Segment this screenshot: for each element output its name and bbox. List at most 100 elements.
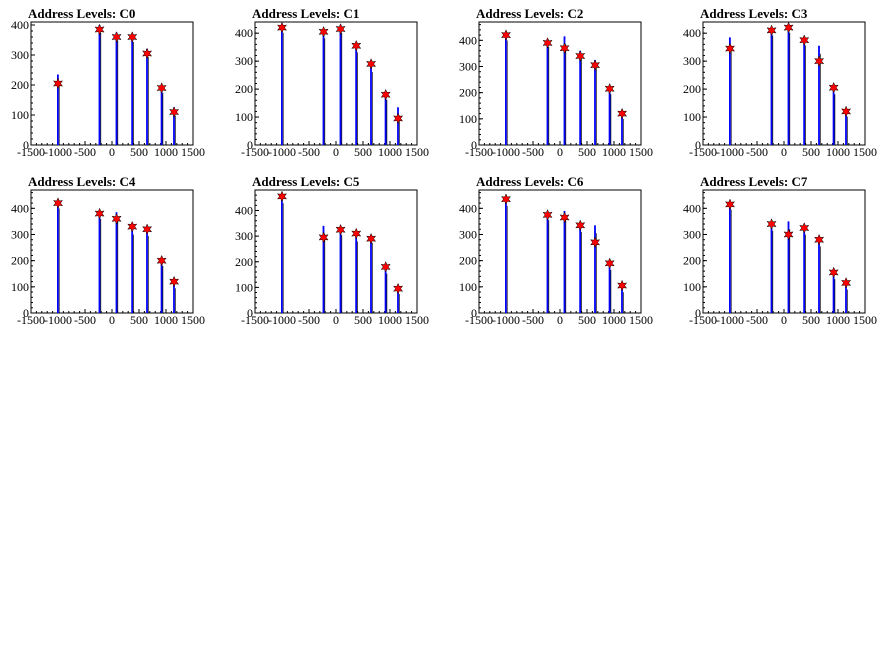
histogram-bar <box>57 200 59 313</box>
chart-panel-2: Address Levels: C2-1500 -1000 -500 0 500 1000… <box>459 6 653 159</box>
peak-marker <box>335 223 346 236</box>
x-tick-label: -500 <box>298 145 320 159</box>
histogram-bar <box>818 45 820 146</box>
histogram-bar <box>546 39 549 146</box>
peak-marker <box>783 228 794 241</box>
peak-marker <box>276 21 288 34</box>
x-tick-label: 500 <box>802 145 820 159</box>
peak-marker <box>276 190 288 203</box>
peak-marker <box>366 232 377 245</box>
peak-marker <box>604 257 615 270</box>
histogram-bar <box>729 201 731 313</box>
histogram-bar <box>563 36 566 145</box>
x-tick-label: 500 <box>802 313 820 327</box>
histogram-bar <box>505 197 507 313</box>
y-tick-label: 400 <box>11 201 29 215</box>
y-tick-label: 300 <box>11 227 29 241</box>
peak-marker <box>590 59 601 72</box>
y-tick-label: 200 <box>235 82 253 96</box>
y-tick-label: 400 <box>11 18 29 32</box>
x-tick-label: 1500 <box>181 145 205 159</box>
peak-marker <box>52 77 64 90</box>
y-tick-label: 300 <box>235 54 253 68</box>
peak-marker <box>542 37 553 49</box>
peak-marker <box>335 23 346 35</box>
peak-marker <box>799 222 810 234</box>
histogram-bar <box>173 107 175 145</box>
x-tick-label: 0 <box>109 145 115 159</box>
plot-frame <box>254 21 418 146</box>
histogram-bar <box>384 265 387 313</box>
y-tick-label: 0 <box>695 138 701 152</box>
x-tick-label: 0 <box>333 145 339 159</box>
x-tick-label: -1500 <box>17 313 45 327</box>
x-tick-label: 1000 <box>826 313 850 327</box>
y-tick-label: 100 <box>11 108 29 122</box>
x-tick-label: -1000 <box>492 145 520 159</box>
peak-marker <box>393 112 404 125</box>
x-tick-label: -1500 <box>465 313 493 327</box>
peak-marker <box>127 220 138 233</box>
x-tick-label: 500 <box>354 145 372 159</box>
peak-marker <box>156 254 167 267</box>
histogram-bar <box>845 108 847 145</box>
x-tick-label: 500 <box>130 145 148 159</box>
y-tick-label: 100 <box>683 280 701 294</box>
x-tick-label: 1500 <box>853 313 877 327</box>
y-tick-label: 100 <box>235 280 253 294</box>
peak-marker <box>604 82 615 95</box>
peak-marker <box>841 105 852 118</box>
x-tick-label: 500 <box>354 313 372 327</box>
x-tick-label: -1000 <box>716 145 744 159</box>
histogram-bar <box>115 32 118 145</box>
histogram-bar <box>384 91 387 145</box>
peak-marker <box>559 211 570 224</box>
y-tick-label: 0 <box>695 306 701 320</box>
x-tick-label: -1000 <box>44 145 72 159</box>
x-tick-label: -500 <box>522 145 544 159</box>
x-tick-label: 1500 <box>181 313 205 327</box>
peak-marker <box>500 193 512 206</box>
plot-frame <box>702 21 866 146</box>
peak-marker <box>575 50 586 62</box>
panel-title: Address Levels: C6 <box>476 174 584 189</box>
x-tick-label: 0 <box>557 145 563 159</box>
peak-marker <box>351 39 362 52</box>
x-tick-label: -1000 <box>268 145 296 159</box>
histogram-bar <box>173 280 175 313</box>
histogram-bar <box>115 212 118 313</box>
x-tick-label: -500 <box>746 313 768 327</box>
y-tick-label: 400 <box>459 201 477 215</box>
peak-marker <box>617 279 628 292</box>
x-tick-label: -1000 <box>44 313 72 327</box>
peak-marker <box>156 82 167 94</box>
x-tick-label: -1500 <box>17 145 45 159</box>
y-tick-label: 200 <box>11 78 29 92</box>
histogram-bar <box>131 226 134 313</box>
histogram-bar <box>770 27 773 146</box>
x-tick-label: 1500 <box>405 145 429 159</box>
chart-panel-6: Address Levels: C6-1500 -1000 -500 0 500 1000… <box>459 174 653 327</box>
y-tick-label: 400 <box>459 33 477 47</box>
peak-marker <box>169 275 180 288</box>
y-tick-label: 300 <box>683 54 701 68</box>
peak-marker <box>575 219 586 232</box>
histogram-bar <box>339 24 342 145</box>
x-tick-label: 0 <box>333 313 339 327</box>
histogram-bar <box>770 222 773 313</box>
x-tick-label: -1000 <box>492 313 520 327</box>
peak-marker <box>94 207 105 220</box>
x-tick-label: 0 <box>781 145 787 159</box>
y-tick-label: 400 <box>235 26 253 40</box>
histogram-bar <box>787 221 790 313</box>
y-tick-label: 100 <box>459 112 477 126</box>
chart-panel-7: Address Levels: C7-1500 -1000 -500 0 500 1000… <box>683 174 877 327</box>
histogram-bar <box>546 212 549 313</box>
peak-marker <box>52 197 64 209</box>
histogram-bar <box>355 233 358 313</box>
peak-marker <box>590 236 601 249</box>
histogram-bar <box>621 284 623 313</box>
y-tick-label: 300 <box>11 48 29 62</box>
x-tick-label: -1500 <box>689 313 717 327</box>
